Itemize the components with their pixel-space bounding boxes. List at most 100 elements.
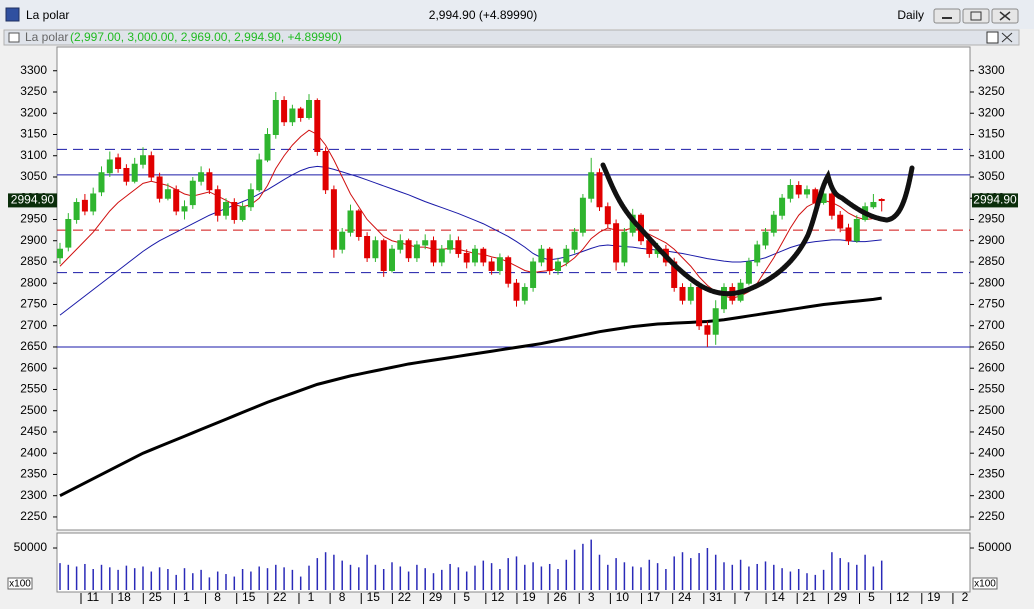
last-price-box bbox=[8, 193, 57, 208]
candle-body bbox=[480, 248, 487, 263]
x-tick-label: 22 bbox=[398, 590, 412, 604]
x-tick-label: 31 bbox=[709, 590, 723, 604]
candle-body bbox=[355, 210, 362, 237]
y-tick-label: 2350 bbox=[978, 467, 1005, 481]
x-tick-label: 5 bbox=[868, 590, 875, 604]
y-tick-label: 3050 bbox=[978, 169, 1005, 183]
unit-box bbox=[972, 577, 998, 590]
minimize-icon bbox=[942, 17, 952, 19]
candle-body bbox=[804, 189, 810, 195]
candle-body bbox=[289, 108, 296, 123]
candle-body bbox=[181, 206, 188, 212]
x-tick-label: 12 bbox=[491, 590, 505, 604]
x-tick-label: 18 bbox=[117, 590, 131, 604]
candle-body bbox=[239, 206, 246, 220]
y-tick-label: 2500 bbox=[20, 403, 47, 417]
x-tick-label: 1 bbox=[183, 590, 190, 604]
window-period: Daily bbox=[897, 8, 924, 22]
maximize-button[interactable] bbox=[962, 8, 990, 24]
pane-restore-button[interactable] bbox=[986, 31, 999, 44]
last-price-label: 2994.90 bbox=[973, 193, 1017, 207]
x-tick-label: 7 bbox=[744, 590, 751, 604]
candle-body bbox=[496, 257, 503, 271]
candle-body bbox=[447, 240, 454, 250]
candle-body bbox=[538, 248, 545, 263]
x-tick-label: 10 bbox=[616, 590, 630, 604]
y-tick-label: 2950 bbox=[20, 212, 47, 226]
candle-body bbox=[845, 227, 852, 242]
candle-body bbox=[330, 189, 337, 250]
y-tick-label: 2850 bbox=[20, 254, 47, 268]
sub-bar bbox=[3, 29, 1020, 46]
pane-close-button[interactable] bbox=[1001, 32, 1013, 43]
y-tick-label: 2700 bbox=[20, 318, 47, 332]
candle-body bbox=[198, 172, 205, 182]
candle-body bbox=[322, 150, 329, 191]
y-tick-label: 3200 bbox=[20, 105, 47, 119]
candle-body bbox=[397, 240, 404, 250]
x-tick-label: 3 bbox=[588, 590, 595, 604]
candle-body bbox=[115, 157, 122, 169]
candle-body bbox=[264, 133, 271, 161]
candle-body bbox=[679, 286, 686, 301]
candle-body bbox=[754, 244, 761, 263]
x-tick-label: 26 bbox=[553, 590, 567, 604]
candle-body bbox=[687, 286, 694, 301]
candle-body bbox=[223, 201, 229, 216]
candle-body bbox=[696, 286, 703, 327]
candle-body bbox=[347, 210, 354, 233]
candle-body bbox=[530, 261, 537, 288]
y-tick-label: 3300 bbox=[978, 63, 1005, 77]
candle-body bbox=[795, 184, 802, 195]
candle-body bbox=[488, 261, 495, 271]
y-tick-label: 2300 bbox=[20, 488, 47, 502]
y-tick-label: 2600 bbox=[978, 360, 1005, 374]
candle-body bbox=[65, 218, 72, 248]
candle-body bbox=[563, 248, 570, 263]
close-icon bbox=[999, 11, 1011, 21]
y-tick-label: 2900 bbox=[20, 233, 47, 247]
candle-body bbox=[364, 235, 371, 259]
y-tick-label: 3300 bbox=[20, 63, 47, 77]
y-tick-label: 2300 bbox=[978, 488, 1005, 502]
candle-body bbox=[314, 99, 321, 152]
minimize-button[interactable] bbox=[933, 8, 961, 24]
chart-icon bbox=[8, 32, 20, 43]
candle-body bbox=[98, 172, 105, 193]
last-price-box bbox=[972, 193, 1018, 208]
candle-body bbox=[704, 325, 711, 335]
candle-body bbox=[870, 201, 877, 208]
moving-average bbox=[59, 129, 882, 299]
volume-tick-label: 50000 bbox=[978, 540, 1012, 554]
x-tick-label: 15 bbox=[367, 590, 381, 604]
candle-body bbox=[422, 240, 429, 246]
y-tick-label: 2600 bbox=[20, 360, 47, 374]
candle-body bbox=[596, 172, 603, 208]
candle-body bbox=[306, 99, 312, 118]
y-tick-label: 2350 bbox=[20, 467, 47, 481]
candle-body bbox=[413, 244, 420, 259]
candle-body bbox=[380, 240, 387, 271]
candle-body bbox=[613, 223, 620, 263]
app-icon bbox=[5, 7, 20, 22]
candle-body bbox=[853, 218, 860, 242]
ohlc-label: (2,997.00, 3,000.00, 2,969.00, 2,994.90,… bbox=[70, 30, 342, 44]
x-tick-label: 22 bbox=[273, 590, 287, 604]
y-tick-label: 2650 bbox=[20, 339, 47, 353]
candle-body bbox=[123, 167, 130, 182]
candle-body bbox=[878, 199, 885, 202]
candle-body bbox=[173, 189, 180, 212]
candle-body bbox=[106, 159, 113, 174]
y-tick-label: 3250 bbox=[978, 84, 1005, 98]
y-tick-label: 2250 bbox=[20, 509, 47, 523]
candle-body bbox=[231, 201, 238, 220]
y-tick-label: 2950 bbox=[978, 212, 1005, 226]
x-tick-label: 29 bbox=[834, 590, 848, 604]
window-title: La polar bbox=[26, 8, 69, 22]
candle-body bbox=[779, 197, 786, 216]
x-tick-label: 8 bbox=[214, 590, 221, 604]
candle-body bbox=[472, 248, 478, 263]
candle-body bbox=[438, 248, 445, 263]
